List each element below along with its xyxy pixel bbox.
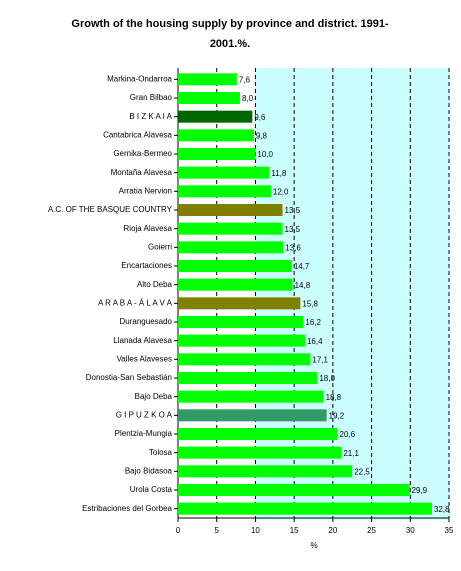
value-label: 13,6 [285, 243, 301, 252]
value-label: 29,9 [412, 486, 428, 495]
value-label: 7,6 [239, 75, 251, 84]
bar [178, 446, 342, 459]
value-label: 9,8 [256, 131, 268, 140]
value-label: 16,4 [307, 337, 323, 346]
y-tick-label: Bajo Deba [135, 392, 173, 401]
y-tick-label: Gran Bilbao [130, 93, 173, 102]
value-label: 18,0 [319, 374, 335, 383]
x-tick-label: 20 [328, 526, 337, 535]
y-tick-label: Encartaciones [121, 261, 172, 270]
bar [178, 148, 256, 160]
value-label: 19,2 [329, 411, 345, 420]
y-tick-label: Cantabrica Alavesa [103, 130, 172, 139]
y-tick-label: Plentzia-Mungia [115, 429, 173, 438]
value-label: 32,8 [434, 505, 450, 514]
y-tick-label: G I P U Z K O A [116, 410, 173, 419]
y-tick-label: Arratia Nervion [119, 186, 172, 195]
bar [178, 353, 311, 366]
bar [178, 465, 353, 478]
value-label: 12,0 [273, 187, 289, 196]
y-tick-label: Rioja Alavesa [124, 224, 173, 233]
x-tick-label: 0 [176, 526, 181, 535]
bar [178, 409, 327, 422]
x-tick-label: 10 [251, 526, 260, 535]
y-tick-label: Llanada Alavesa [113, 336, 172, 345]
y-tick-label: Donostia-San Sebastián [86, 373, 172, 382]
plot-background [255, 68, 449, 520]
bar [178, 484, 410, 496]
bar [178, 166, 270, 179]
y-tick-label: A R A B A - Á L A V A [98, 298, 173, 307]
value-label: 8,0 [242, 94, 254, 103]
bar [178, 204, 283, 216]
y-tick-label: B I Z K A I A [129, 112, 172, 121]
bar [178, 222, 283, 235]
bar [178, 185, 271, 198]
value-label: 17,1 [312, 355, 328, 364]
bar [178, 297, 301, 310]
bar [178, 372, 318, 384]
bar [178, 428, 338, 440]
value-label: 21,1 [343, 449, 359, 458]
y-tick-label: Valles Alaveses [117, 354, 172, 363]
value-label: 15,8 [302, 299, 318, 308]
value-label: 9,6 [254, 113, 266, 122]
bar [178, 334, 305, 347]
value-label: 13,5 [285, 206, 301, 215]
x-tick-label: 30 [406, 526, 415, 535]
value-label: 11,8 [271, 169, 287, 178]
bar [178, 260, 292, 272]
y-tick-label: Estribaciones del Gorbea [82, 504, 172, 513]
bar [178, 502, 432, 515]
bar [178, 110, 253, 123]
bar [178, 316, 304, 328]
y-tick-label: Gernika-Bermeo [113, 149, 172, 158]
y-tick-label: Montaña Alavesa [111, 168, 173, 177]
value-label: 16,2 [305, 318, 321, 327]
bar [178, 73, 237, 86]
x-tick-label: 35 [445, 526, 454, 535]
bar [178, 92, 240, 104]
value-label: 20,6 [340, 430, 356, 439]
x-tick-label: 25 [367, 526, 376, 535]
y-tick-label: A.C. OF THE BASQUE COUNTRY [48, 205, 173, 214]
chart-title: Growth of the housing supply by province… [71, 18, 389, 50]
y-tick-label: Markina-Ondarroa [107, 74, 172, 83]
bar [178, 390, 324, 403]
x-tick-label: 15 [290, 526, 299, 535]
value-label: 14,7 [294, 262, 310, 271]
value-label: 10,0 [257, 150, 273, 159]
value-label: 13,5 [285, 225, 301, 234]
y-tick-label: Goierri [148, 242, 172, 251]
bar [178, 278, 293, 291]
value-label: 14,8 [295, 281, 311, 290]
x-axis-label: % [310, 541, 317, 550]
x-tick-label: 5 [214, 526, 219, 535]
value-label: 18,8 [326, 393, 342, 402]
y-tick-label: Bajo Bidasoa [125, 466, 173, 475]
value-label: 22,5 [354, 467, 370, 476]
y-tick-label: Alto Deba [137, 280, 173, 289]
y-tick-label: Urola Costa [130, 485, 173, 494]
y-tick-label: Tolosa [149, 448, 173, 457]
bar [178, 129, 254, 142]
bar [178, 241, 284, 254]
y-tick-label: Duranguesado [120, 317, 173, 326]
